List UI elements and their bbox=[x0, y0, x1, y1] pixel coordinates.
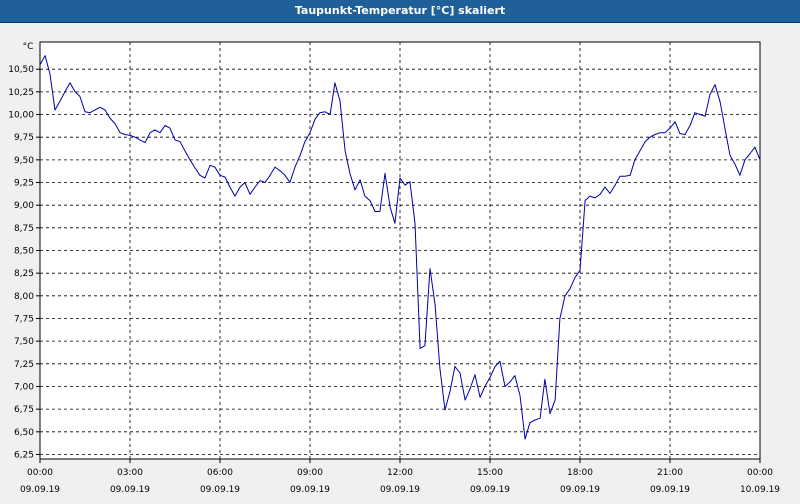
x-tick-time-label: 15:00 bbox=[477, 468, 503, 478]
x-tick-time-label: 00:00 bbox=[27, 468, 53, 478]
y-tick-label: 9,00 bbox=[14, 201, 34, 211]
x-tick-date-label: 09.09.19 bbox=[110, 485, 150, 495]
y-tick-label: 7,50 bbox=[14, 337, 34, 347]
x-tick-date-label: 09.09.19 bbox=[560, 485, 600, 495]
y-tick-label: 10,25 bbox=[8, 88, 34, 98]
chart-svg: 6,25 6,50 6,75 7,00 7,25 7,50 7,75 8,00 8,25 8,50… bbox=[8, 41, 780, 495]
x-tick-date-label: 09.09.19 bbox=[20, 485, 60, 495]
x-tick-date-label: 09.09.19 bbox=[650, 485, 690, 495]
x-tick-time-label: 06:00 bbox=[207, 468, 233, 478]
y-tick-label: 8,00 bbox=[14, 292, 34, 302]
x-tick-date-label: 09.09.19 bbox=[200, 485, 240, 495]
y-tick-label: 9,75 bbox=[14, 133, 34, 143]
x-tick-time-label: 00:00 bbox=[747, 468, 773, 478]
series-line bbox=[39, 55, 761, 440]
x-tick-date-label: 09.09.19 bbox=[380, 485, 420, 495]
x-tick-time-label: 03:00 bbox=[117, 468, 143, 478]
x-tick-date-label: 10.09.19 bbox=[740, 485, 780, 495]
plot-frame: 6,25 6,50 6,75 7,00 7,25 7,50 7,75 8,00 8,25 8,50… bbox=[0, 22, 800, 500]
y-tick-label: 7,75 bbox=[14, 314, 34, 324]
y-tick-label: 8,75 bbox=[14, 224, 34, 234]
y-tick-label: 9,50 bbox=[14, 156, 34, 166]
y-tick-label: 6,50 bbox=[14, 428, 34, 438]
y-tick-label: 6,25 bbox=[14, 450, 34, 460]
x-tick-time-label: 18:00 bbox=[567, 468, 593, 478]
y-tick-label: 10,50 bbox=[8, 65, 34, 75]
window-title: Taupunkt-Temperatur [°C] skaliert bbox=[0, 0, 800, 23]
y-tick-label: 9,25 bbox=[14, 179, 34, 189]
x-tick-date-label: 09.09.19 bbox=[290, 485, 330, 495]
x-tick-time-label: 09:00 bbox=[297, 468, 323, 478]
x-tick-time-label: 12:00 bbox=[387, 468, 413, 478]
x-tick-time-label: 21:00 bbox=[657, 468, 683, 478]
y-tick-label: 7,25 bbox=[14, 360, 34, 370]
y-tick-label: 7,00 bbox=[14, 382, 34, 392]
y-tick-label: 8,50 bbox=[14, 247, 34, 257]
y-tick-label: 10,00 bbox=[8, 111, 34, 121]
x-tick-date-label: 09.09.19 bbox=[470, 485, 510, 495]
y-tick-label: 8,25 bbox=[14, 269, 34, 279]
y-tick-label: 6,75 bbox=[14, 405, 34, 415]
y-axis-unit-label: °C bbox=[23, 42, 34, 52]
